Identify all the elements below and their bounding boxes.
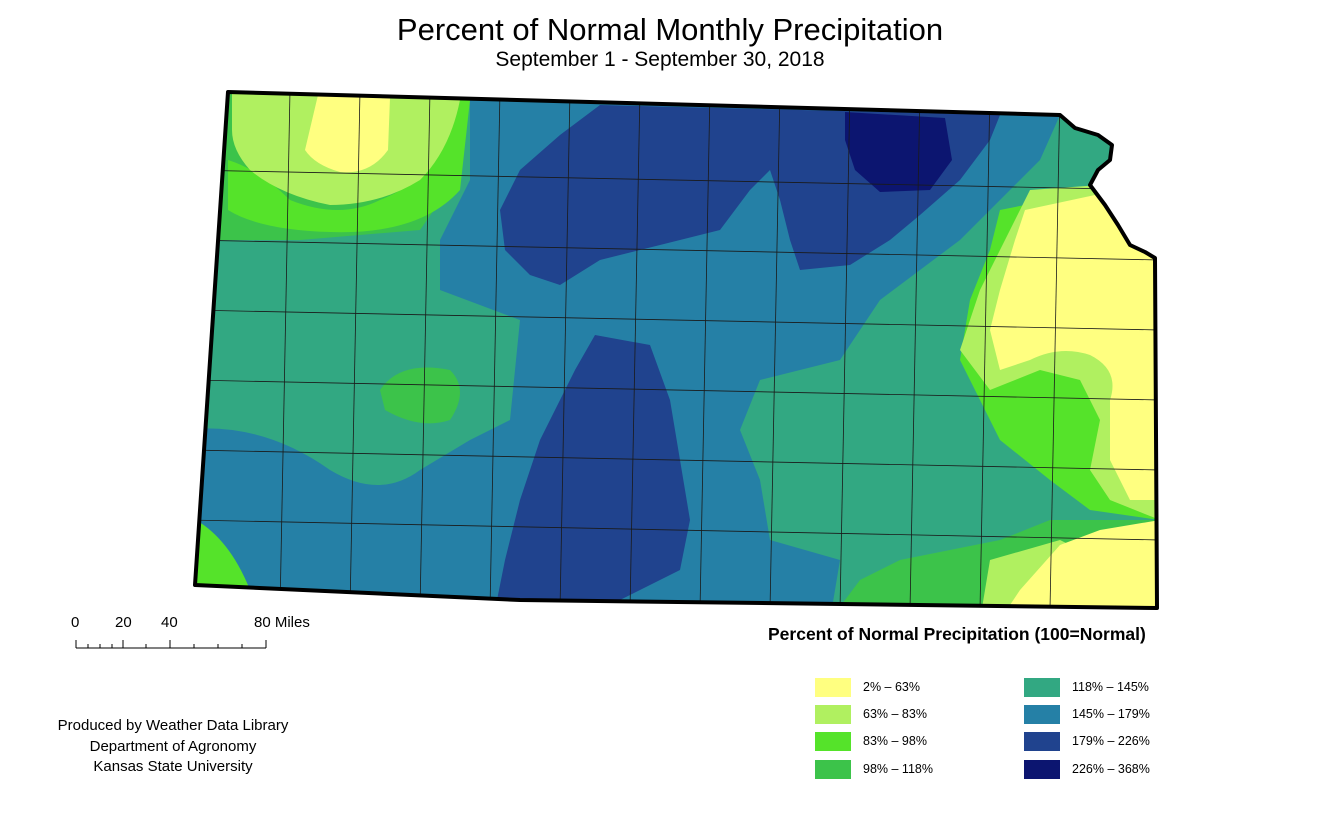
county-line: [195, 449, 1157, 471]
kansas-state-border: [193, 90, 1159, 610]
legend-label: 118% – 145%: [1072, 680, 1149, 694]
precipitation-zones: [195, 92, 1157, 608]
scale-tick-80: 80 Miles: [254, 614, 310, 631]
county-line: [195, 309, 1157, 331]
legend-label: 145% – 179%: [1072, 707, 1150, 721]
county-line: [195, 239, 1157, 261]
legend-swatch: [815, 704, 851, 724]
scale-tick-40: 40: [161, 614, 178, 631]
county-line: [699, 92, 711, 608]
legend-swatch: [815, 759, 851, 779]
legend-swatch: [815, 731, 851, 751]
legend-item: 179% – 226%: [1024, 730, 1150, 752]
scale-ruler: [75, 640, 267, 649]
legend-swatch: [1024, 731, 1060, 751]
credit-line: Kansas State University: [93, 758, 253, 775]
legend-item: 83% – 98%: [815, 730, 927, 752]
scale-bar: 0 20 40 80 Miles: [66, 614, 336, 654]
legend-swatch: [1024, 759, 1060, 779]
legend-label: 98% – 118%: [863, 762, 933, 776]
map-subtitle: September 1 - September 30, 2018: [495, 48, 825, 71]
county-line: [195, 519, 1157, 541]
county-line: [629, 92, 641, 608]
legend-item: 145% – 179%: [1024, 703, 1150, 725]
county-line: [195, 169, 1157, 191]
legend-title: Percent of Normal Precipitation (100=Nor…: [768, 624, 1146, 644]
legend-item: 63% – 83%: [815, 703, 927, 725]
legend-item: 118% – 145%: [1024, 676, 1149, 698]
scale-tick-20: 20: [115, 614, 132, 631]
legend-label: 2% – 63%: [863, 680, 920, 694]
legend-label: 226% – 368%: [1072, 762, 1150, 776]
county-boundaries: [195, 92, 1157, 608]
credit-line: Produced by Weather Data Library: [57, 717, 289, 734]
legend-label: 179% – 226%: [1072, 734, 1150, 748]
legend-label: 63% – 83%: [863, 707, 927, 721]
zone-226-368: [845, 112, 952, 192]
county-line: [559, 92, 571, 608]
credits: Produced by Weather Data Library Departm…: [28, 716, 318, 778]
legend-label: 83% – 98%: [863, 734, 927, 748]
county-line: [419, 92, 431, 608]
legend-item: 2% – 63%: [815, 676, 920, 698]
county-line: [1049, 92, 1061, 608]
legend-swatch: [815, 677, 851, 697]
county-line: [769, 92, 781, 608]
legend-swatch: [1024, 704, 1060, 724]
county-line: [909, 92, 921, 608]
county-line: [279, 92, 291, 608]
county-line: [195, 379, 1157, 401]
legend-item: 226% – 368%: [1024, 758, 1150, 780]
scale-tick-0: 0: [71, 614, 80, 631]
map-title: Percent of Normal Monthly Precipitation: [396, 12, 944, 47]
legend-swatch: [1024, 677, 1060, 697]
legend-item: 98% – 118%: [815, 758, 933, 780]
zone-179-226: [495, 105, 1000, 608]
credit-line: Department of Agronomy: [89, 737, 257, 755]
county-line: [979, 92, 991, 608]
zone-2-63: [305, 95, 1157, 608]
county-line: [839, 92, 851, 608]
